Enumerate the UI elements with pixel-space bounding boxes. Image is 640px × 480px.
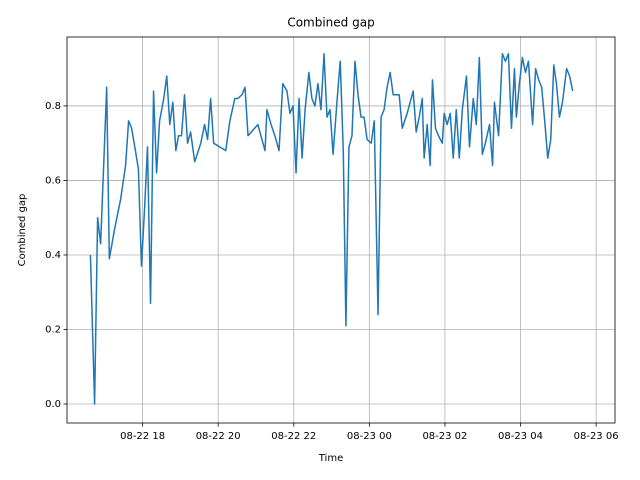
x-tick-label: 08-23 04 <box>498 431 543 442</box>
x-tick-label: 08-22 20 <box>196 431 241 442</box>
x-axis-label: Time <box>318 453 343 464</box>
y-tick-label: 0.6 <box>45 175 61 186</box>
y-tick-label: 0.2 <box>45 324 61 335</box>
x-tick-label: 08-22 22 <box>271 431 316 442</box>
plot-frame <box>66 36 616 424</box>
y-axis-label: Combined gap <box>17 194 28 267</box>
x-tick-label: 08-23 00 <box>347 431 392 442</box>
y-tick-label: 0.4 <box>45 250 61 261</box>
x-tick-label: 08-23 06 <box>574 431 619 442</box>
chart-title: Combined gap <box>287 16 374 30</box>
x-tick-label: 08-22 18 <box>120 431 165 442</box>
line <box>89 53 574 405</box>
y-tick-label: 0.8 <box>45 101 61 112</box>
x-tick-label: 08-23 02 <box>422 431 467 442</box>
y-tick-label: 0.0 <box>45 399 61 410</box>
